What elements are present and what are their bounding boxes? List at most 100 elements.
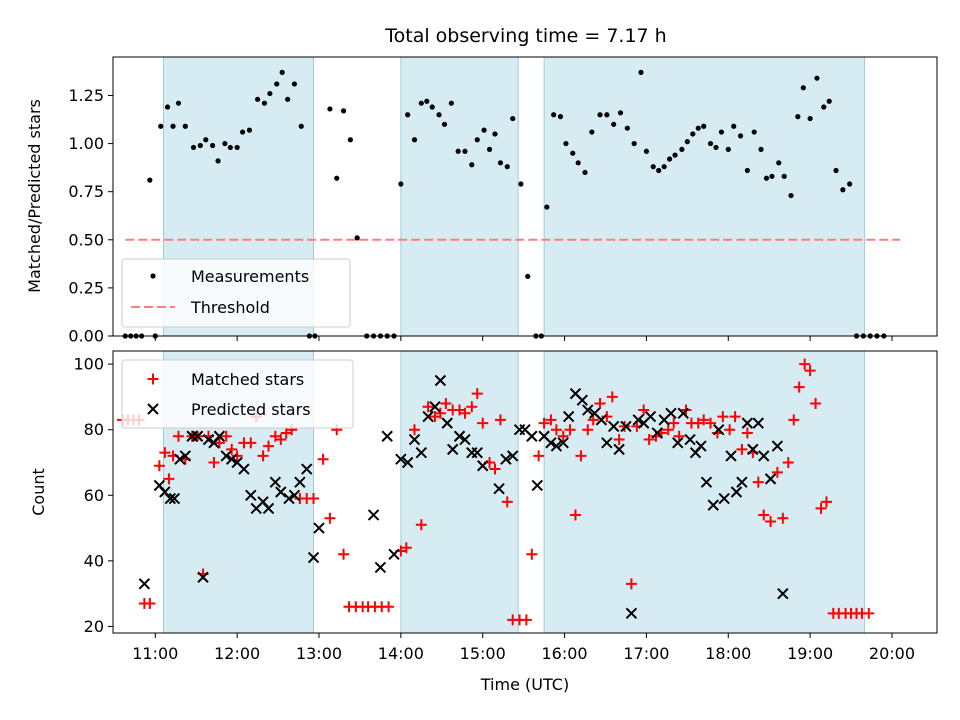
measurement-point [291, 81, 298, 87]
measurement-point [731, 123, 737, 129]
predicted-star-point [545, 437, 557, 449]
predicted-star-point [307, 551, 320, 564]
measurement-point [486, 146, 493, 152]
bottom-y-axis-label: Count [29, 468, 48, 516]
measurement-point [147, 177, 153, 183]
predicted-star-point [434, 374, 447, 387]
predicted-star-point [313, 522, 325, 534]
measurement-point [661, 164, 667, 170]
measurement-point [424, 98, 430, 104]
predicted-star-point [777, 587, 789, 600]
matched-star-point [466, 401, 478, 413]
predicted-star-point [771, 440, 784, 452]
predicted-star-point [507, 450, 519, 462]
predicted-star-point [179, 450, 192, 462]
matched-star-point [440, 397, 452, 409]
measurement-point [643, 148, 650, 154]
matched-star-point [668, 417, 680, 429]
legend-marker-measurements [150, 273, 156, 279]
matched-star-point [338, 548, 350, 560]
predicted-star-point [677, 407, 689, 420]
measurement-point [795, 114, 801, 120]
measurement-point [821, 104, 827, 110]
matched-star-point [564, 424, 576, 436]
predicted-star-point [531, 479, 543, 492]
predicted-star-point [374, 561, 387, 574]
matched-star-point [752, 476, 764, 488]
measurement-point [737, 133, 744, 139]
predicted-star-point [550, 440, 563, 452]
matched-star-point [172, 430, 184, 442]
measurement-point [267, 90, 273, 97]
measurement-point [227, 144, 233, 151]
x-tick-label: 17:00 [623, 644, 669, 663]
predicted-star-point [557, 437, 569, 449]
x-tick-label: 16:00 [542, 644, 588, 663]
measurement-point [847, 181, 853, 187]
predicted-star-point [764, 473, 777, 485]
bottom-shaded-intervals [163, 350, 866, 634]
measurement-point [624, 125, 630, 131]
predicted-star-point [401, 456, 414, 469]
measurement-point [701, 123, 707, 129]
matched-star-point [494, 414, 506, 426]
matched-star-point [489, 463, 501, 475]
predicted-star-point [220, 450, 232, 462]
measurement-point [551, 112, 557, 118]
measurement-point [418, 100, 424, 106]
measurement-point [340, 108, 347, 114]
predicted-star-point [625, 607, 638, 620]
predicted-stars-series [138, 374, 789, 620]
predicted-star-point [415, 446, 428, 459]
matched-star-point [324, 512, 336, 524]
measurement-point [203, 137, 209, 143]
matched-star-point [144, 597, 156, 609]
predicted-star-point [168, 492, 181, 505]
shaded-interval-top-3 [543, 56, 866, 337]
measurement-point [684, 139, 690, 145]
y-tick-label: 0.00 [68, 327, 104, 346]
measurement-point [170, 123, 176, 129]
measurement-point [175, 100, 182, 106]
predicted-star-point [707, 499, 719, 511]
shaded-interval-bottom-2 [400, 350, 519, 634]
matched-star-point [638, 404, 650, 416]
predicted-star-point [730, 486, 743, 498]
measurement-point [638, 69, 644, 75]
measurement-point [814, 75, 820, 81]
measurement-point [285, 96, 291, 102]
measurement-point [589, 129, 595, 135]
matched-star-point [705, 417, 717, 429]
matched-star-point [520, 614, 532, 626]
matched-star-point [601, 411, 613, 423]
matched-star-point [613, 434, 625, 446]
bottom-axes-frame [112, 350, 938, 634]
matched-star-point [545, 414, 557, 426]
matched-star-point [308, 493, 320, 505]
matched-star-point [471, 388, 483, 400]
measurement-point [690, 131, 696, 137]
predicted-star-point [225, 453, 238, 465]
matched-star-point [736, 443, 748, 455]
x-tick-label: 13:00 [296, 644, 342, 663]
matched-star-point [810, 397, 822, 409]
measurement-point [611, 121, 617, 127]
predicted-star-point [408, 433, 421, 446]
measurement-point [563, 140, 569, 147]
matched-star-point [459, 407, 471, 419]
matched-star-point [594, 397, 606, 409]
predicted-star-point [684, 433, 696, 446]
measurement-point [240, 129, 246, 135]
matched-star-point [263, 440, 275, 452]
predicted-star-point [429, 401, 441, 413]
matched-star-point [231, 450, 243, 462]
measurement-point [234, 144, 240, 151]
measurement-point [833, 167, 839, 174]
matched-star-point [575, 450, 587, 462]
predicted-star-point [665, 407, 677, 420]
measurement-point [462, 148, 468, 154]
predicted-star-point [758, 450, 770, 462]
matched-star-point [673, 430, 685, 442]
measurement-point [713, 144, 719, 151]
measurement-point [497, 160, 504, 166]
